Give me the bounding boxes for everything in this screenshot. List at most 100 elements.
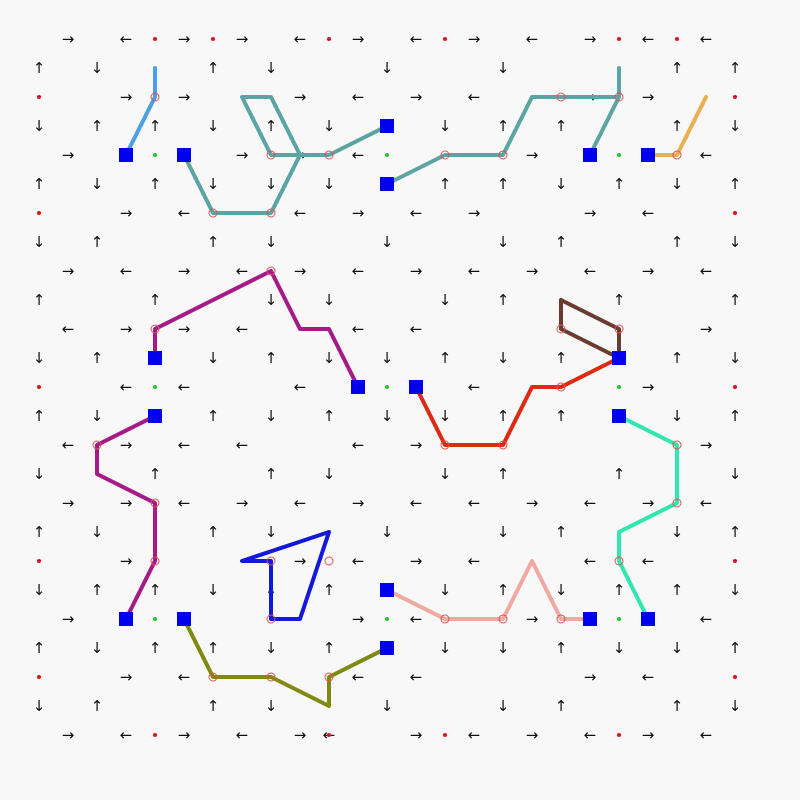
arrow-up-icon: ↑ [33, 407, 46, 425]
arrow-up-icon: ↑ [555, 523, 568, 541]
arrow-left-icon: ← [352, 436, 365, 454]
arrow-up-icon: ↑ [671, 697, 684, 715]
arrow-up-icon: ↑ [207, 233, 220, 251]
arrow-right-icon: → [410, 262, 423, 280]
green-dot [617, 617, 621, 621]
arrow-right-icon: → [468, 30, 481, 48]
arrow-up-icon: ↑ [207, 407, 220, 425]
path-line-9 [617, 414, 679, 621]
node-circle [556, 92, 566, 102]
node-circle [266, 150, 276, 160]
arrow-up-icon: ↑ [91, 581, 104, 599]
red-dot [211, 37, 215, 41]
node-circle [440, 150, 450, 160]
arrow-up-icon: ↑ [729, 59, 742, 77]
arrow-left-icon: ← [410, 204, 423, 222]
red-dot [153, 733, 157, 737]
arrow-right-icon: → [294, 262, 307, 280]
red-dot [733, 559, 737, 563]
arrow-up-icon: ↑ [671, 117, 684, 135]
arrow-up-icon: ↑ [497, 407, 510, 425]
arrow-left-icon: ← [410, 668, 423, 686]
node-circle [556, 614, 566, 624]
endpoint-square [641, 148, 655, 162]
arrow-down-icon: ↓ [729, 465, 742, 483]
arrow-right-icon: → [700, 436, 713, 454]
arrow-left-icon: ← [584, 262, 597, 280]
arrow-right-icon: → [236, 494, 249, 512]
red-dot [37, 95, 41, 99]
node-circle [556, 324, 566, 334]
arrow-down-icon: ↓ [671, 407, 684, 425]
arrow-down-icon: ↓ [323, 465, 336, 483]
arrow-down-icon: ↓ [671, 523, 684, 541]
arrow-left-icon: ← [700, 262, 713, 280]
arrow-right-icon: → [178, 30, 191, 48]
arrow-up-icon: ↑ [149, 465, 162, 483]
arrow-right-icon: → [62, 146, 75, 164]
endpoint-square [119, 612, 133, 626]
green-dot [617, 385, 621, 389]
arrow-left-icon: ← [294, 30, 307, 48]
arrow-right-icon: → [642, 378, 655, 396]
arrow-up-icon: ↑ [149, 175, 162, 193]
arrow-right-icon: → [236, 146, 249, 164]
arrow-right-icon: → [120, 552, 133, 570]
arrow-down-icon: ↓ [207, 349, 220, 367]
arrow-up-icon: ↑ [207, 697, 220, 715]
arrow-down-icon: ↓ [381, 407, 394, 425]
endpoint-square [148, 351, 162, 365]
arrow-down-icon: ↓ [265, 697, 278, 715]
arrow-left-icon: ← [700, 610, 713, 628]
node-circle [672, 498, 682, 508]
arrow-down-icon: ↓ [207, 117, 220, 135]
arrow-down-icon: ↓ [497, 697, 510, 715]
arrow-right-icon: → [468, 204, 481, 222]
arrow-left-icon: ← [352, 552, 365, 570]
arrow-down-icon: ↓ [265, 291, 278, 309]
arrow-left-icon: ← [352, 88, 365, 106]
arrow-right-icon: → [236, 30, 249, 48]
arrow-up-icon: ↑ [91, 117, 104, 135]
node-circle [440, 614, 450, 624]
arrow-up-icon: ↑ [613, 291, 626, 309]
arrow-up-icon: ↑ [729, 175, 742, 193]
arrow-down-icon: ↓ [265, 407, 278, 425]
arrow-down-icon: ↓ [33, 233, 46, 251]
arrow-down-icon: ↓ [671, 175, 684, 193]
arrow-down-icon: ↓ [265, 175, 278, 193]
arrow-right-icon: → [120, 436, 133, 454]
arrow-left-icon: ← [294, 494, 307, 512]
red-dot [443, 733, 447, 737]
arrow-down-icon: ↓ [33, 117, 46, 135]
path-line-5 [153, 269, 360, 389]
red-dot [733, 675, 737, 679]
path-line-12 [182, 617, 389, 708]
arrow-down-icon: ↓ [497, 59, 510, 77]
node-circle [614, 324, 624, 334]
arrow-up-icon: ↑ [497, 175, 510, 193]
arrow-up-icon: ↑ [439, 175, 452, 193]
arrow-up-icon: ↑ [497, 465, 510, 483]
path-line-4 [646, 95, 708, 157]
arrow-right-icon: → [352, 494, 365, 512]
arrow-up-icon: ↑ [207, 59, 220, 77]
node-circle [324, 672, 334, 682]
red-dot [733, 95, 737, 99]
red-dot [153, 37, 157, 41]
green-dot [153, 617, 157, 621]
arrow-left-icon: ← [236, 726, 249, 744]
arrow-up-icon: ↑ [729, 407, 742, 425]
node-circle [498, 614, 508, 624]
arrow-down-icon: ↓ [323, 291, 336, 309]
path-line-11 [385, 559, 592, 621]
arrow-down-icon: ↓ [91, 407, 104, 425]
arrow-right-icon: → [294, 88, 307, 106]
arrow-right-icon: → [178, 726, 191, 744]
arrow-right-icon: → [642, 262, 655, 280]
arrow-right-icon: → [352, 610, 365, 628]
endpoint-square [177, 612, 191, 626]
arrow-right-icon: → [584, 668, 597, 686]
squares-layer [119, 119, 655, 655]
arrow-down-icon: ↓ [729, 349, 742, 367]
